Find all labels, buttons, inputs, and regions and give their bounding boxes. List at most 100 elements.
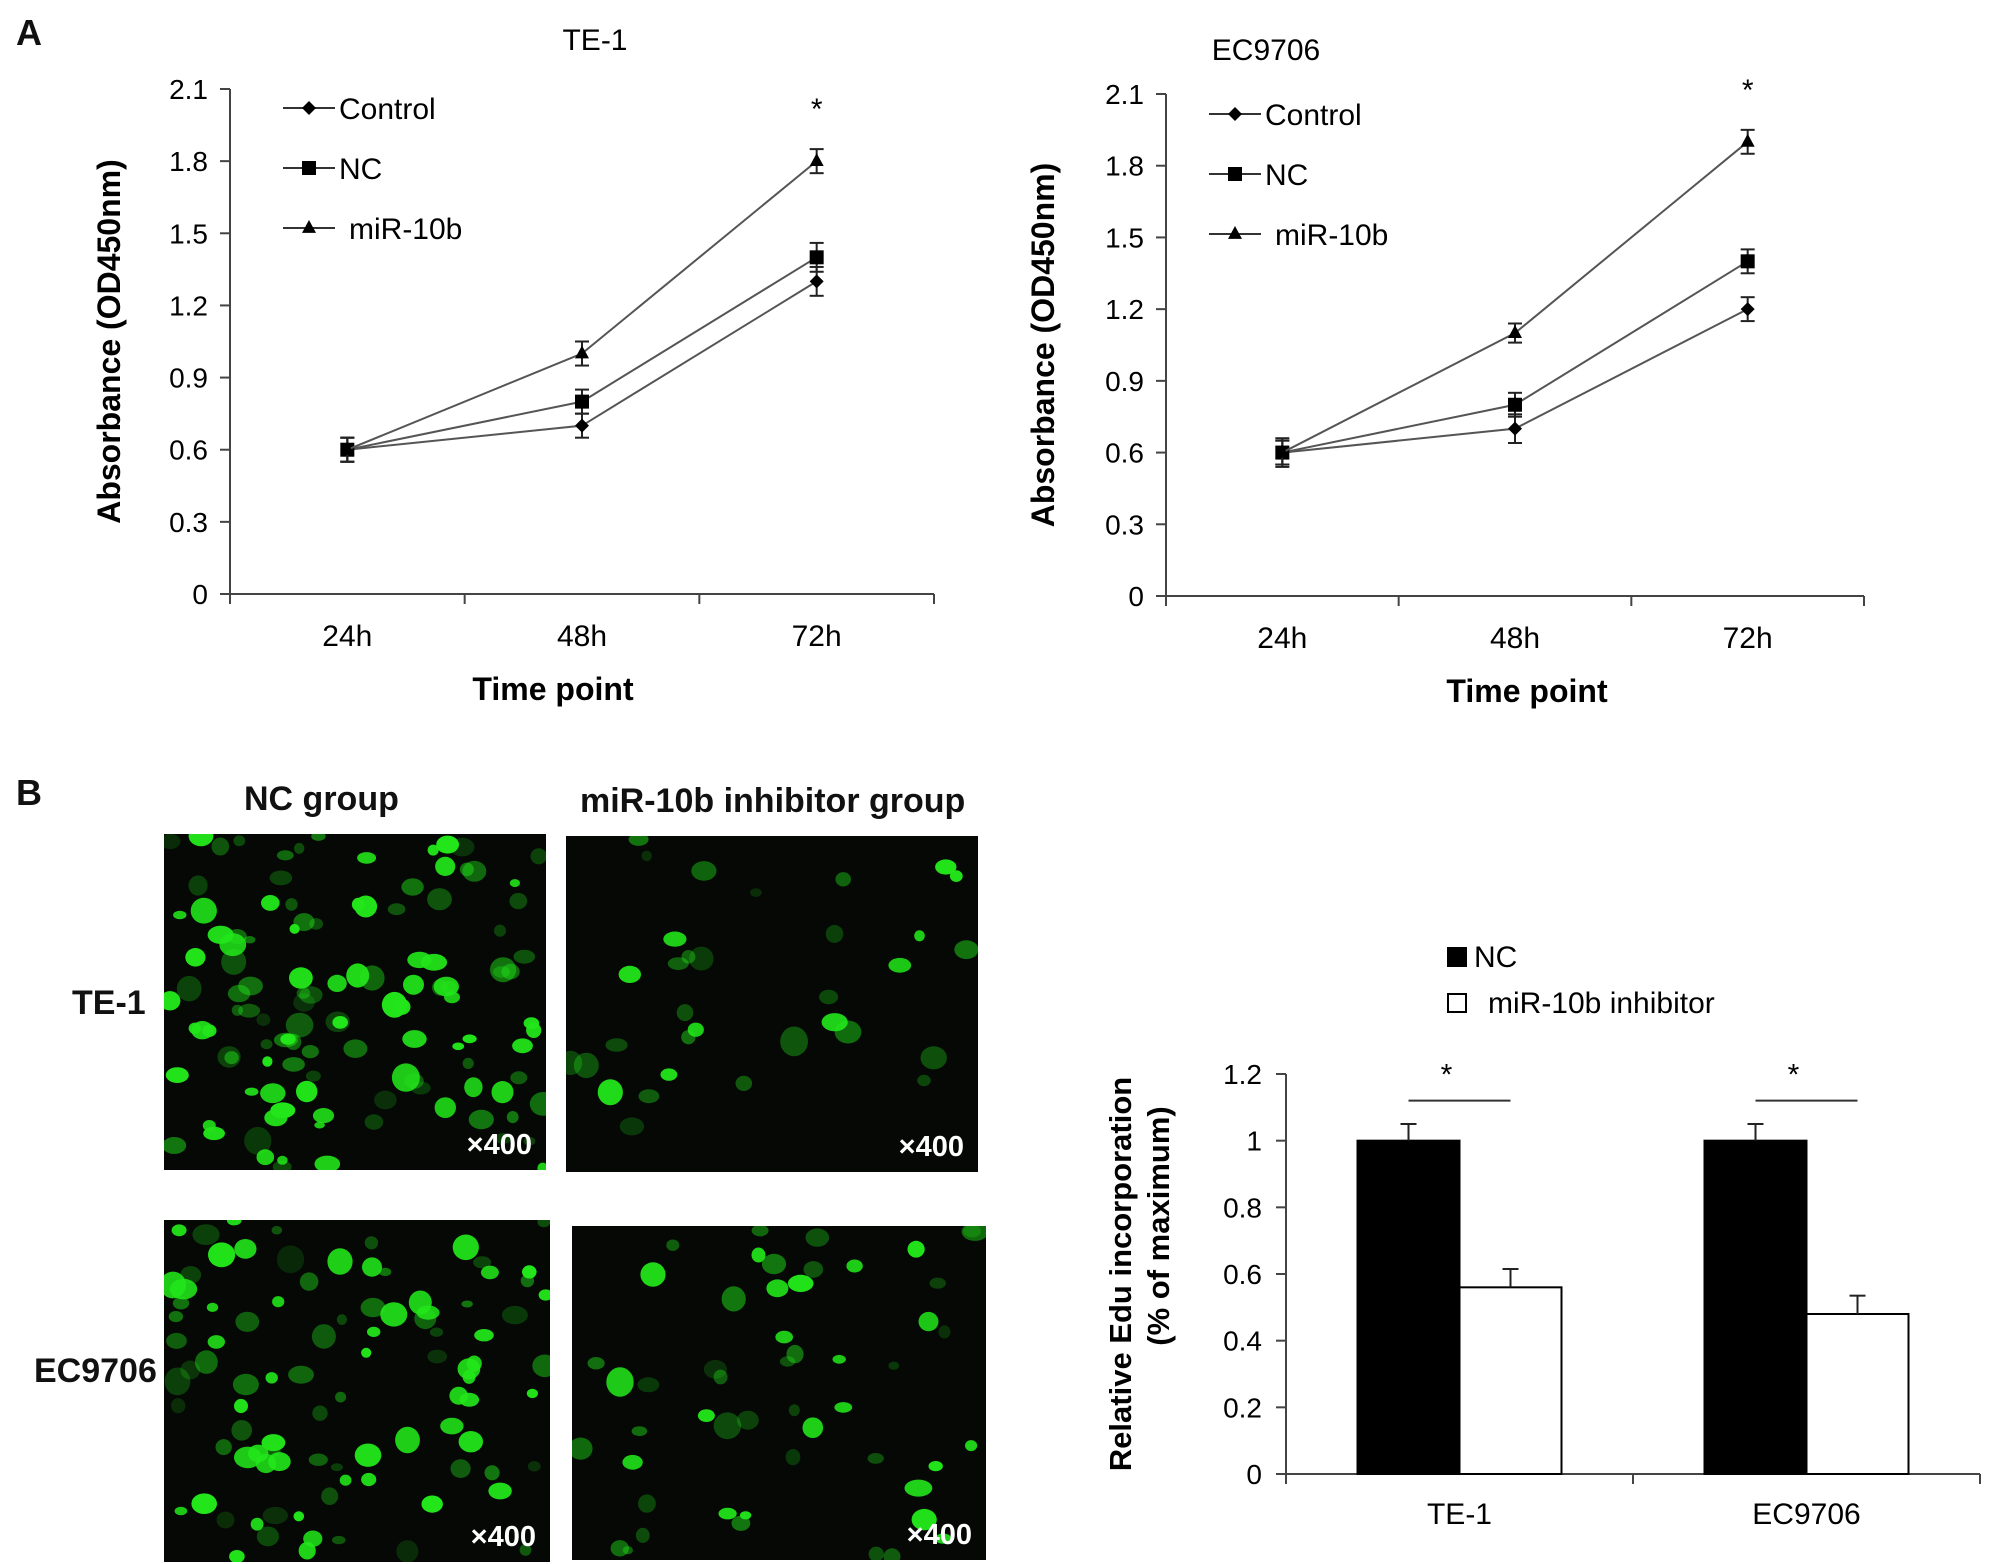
nucleus (934, 1533, 952, 1544)
nucleus (519, 1544, 532, 1556)
legend-label: NC (339, 153, 382, 186)
nucleus (346, 963, 370, 988)
nucleus (164, 1271, 187, 1299)
nucleus (256, 1013, 271, 1026)
nucleus (618, 965, 641, 983)
edu-incorporation-bar-chart: 0 0.2 0.4 0.6 0.8 1 1.2 TE-1 EC9706 * * Relative Ed… (1103, 941, 1981, 1531)
nucleus (361, 1347, 372, 1358)
nucleus (244, 1126, 272, 1155)
nucleus (466, 1355, 482, 1372)
nucleus (949, 870, 963, 882)
nucleus (929, 1277, 946, 1289)
legend-label: miR-10b (349, 213, 462, 246)
nucleus (168, 1311, 184, 1323)
nucleus (751, 1247, 766, 1263)
nucleus (231, 1004, 244, 1016)
nucleus (335, 1391, 347, 1403)
nucleus (537, 1220, 550, 1228)
nucleus (387, 903, 406, 916)
nucleus (721, 1286, 746, 1312)
nucleus (262, 1506, 288, 1525)
nucleus (378, 1267, 392, 1277)
micrograph-ec9706-nc: ×400 (164, 1220, 550, 1562)
data-point-mir-10b (1740, 133, 1755, 147)
nucleus (529, 1092, 546, 1116)
nucleus (868, 1546, 884, 1560)
legend-label: NC (1265, 159, 1308, 192)
nucleus (238, 1003, 261, 1018)
nucleus (232, 1373, 259, 1396)
nucleus (164, 834, 181, 850)
nucleus (867, 1453, 884, 1464)
panel-label-b: B (16, 772, 42, 813)
data-point-control (575, 418, 589, 433)
nucleus (308, 1453, 328, 1466)
nucleus (640, 1262, 666, 1287)
nucleus (462, 1034, 477, 1044)
nucleus (332, 1535, 346, 1545)
nucleus (530, 848, 546, 865)
nucleus (272, 1296, 285, 1308)
micrograph-column-label-nc: NC group (244, 780, 399, 818)
nucleus (364, 1114, 384, 1130)
nucleus (381, 991, 408, 1018)
data-point-nc (1508, 397, 1522, 412)
nucleus (464, 1077, 483, 1098)
nucleus (243, 936, 256, 944)
nucleus (260, 1039, 273, 1050)
nucleus (285, 1012, 314, 1038)
nucleus (221, 948, 247, 975)
legend-swatch (1447, 947, 1467, 967)
nucleus (802, 1417, 824, 1438)
nucleus (261, 1434, 286, 1452)
x-tick-label: EC9706 (1752, 1498, 1860, 1531)
y-tick-label: 1.2 (169, 290, 208, 321)
nucleus (229, 1550, 245, 1562)
nucleus (572, 1437, 593, 1460)
nucleus (522, 1265, 537, 1279)
nucleus (305, 1070, 321, 1082)
nucleus (490, 957, 517, 983)
nucleus (235, 1311, 260, 1332)
nucleus (309, 918, 323, 930)
nucleus (277, 1155, 288, 1165)
nucleus (697, 1409, 715, 1422)
nucleus (435, 856, 456, 876)
nucleus (427, 1349, 448, 1364)
nucleus (289, 967, 313, 989)
nucleus (494, 924, 506, 937)
fluorescent-nuclei (572, 1226, 986, 1560)
y-tick-label: 1.8 (169, 146, 208, 177)
y-tick-label: 0.3 (169, 507, 208, 538)
significance-asterisk: * (1441, 1059, 1453, 1092)
nucleus (619, 1117, 645, 1136)
nucleus (343, 1039, 368, 1058)
x-tick-label: 48h (1490, 622, 1540, 655)
nucleus (164, 991, 181, 1011)
nucleus (914, 930, 925, 942)
nucleus (474, 1329, 494, 1342)
bar-nc (1703, 1139, 1808, 1476)
nucleus (526, 1022, 542, 1038)
nucleus (821, 1013, 848, 1032)
data-point-nc (575, 394, 589, 409)
nucleus (172, 1297, 190, 1310)
nucleus (339, 1474, 352, 1486)
nucleus (299, 1272, 319, 1291)
nucleus (276, 850, 294, 861)
legend-marker-mir-10b (302, 219, 316, 233)
nucleus (238, 976, 263, 996)
nucleus (775, 1330, 793, 1344)
nucleus (473, 1256, 492, 1269)
nucleus (597, 1079, 623, 1106)
nucleus (211, 837, 230, 856)
nucleus (391, 1063, 420, 1092)
nucleus (234, 1446, 262, 1469)
y-tick-label: 0 (192, 579, 208, 610)
nucleus (207, 925, 234, 944)
nucleus (227, 929, 247, 944)
nucleus (285, 898, 298, 911)
x-tick-label: 72h (1723, 622, 1773, 655)
nucleus (234, 1398, 248, 1414)
nucleus (296, 987, 311, 999)
